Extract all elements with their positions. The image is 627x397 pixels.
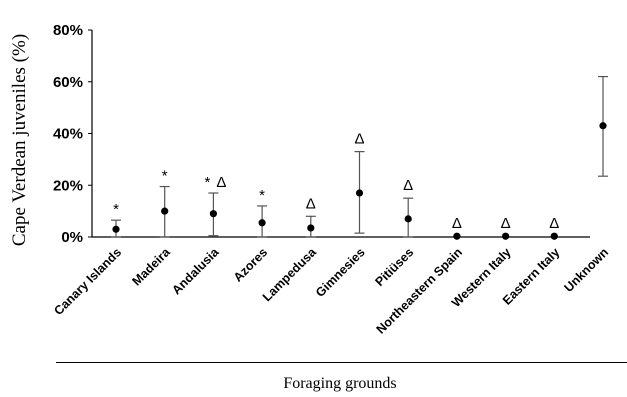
y-tick-label: 40% xyxy=(53,126,83,143)
significance-star: * xyxy=(113,201,119,218)
data-point xyxy=(453,232,461,240)
x-category-label: Lampedusa xyxy=(260,244,320,304)
data-point xyxy=(307,224,315,232)
data-point xyxy=(404,215,412,223)
error-bars xyxy=(111,75,608,238)
y-tick-label: 80% xyxy=(53,22,83,39)
x-category-label: Unknown xyxy=(561,245,611,295)
y-tick-label: 20% xyxy=(53,177,83,194)
data-point xyxy=(258,219,266,227)
x-category-label: Gimnesies xyxy=(313,245,368,300)
data-point xyxy=(161,207,169,215)
significance-star: * xyxy=(204,174,210,191)
significance-star: * xyxy=(259,187,265,204)
data-point xyxy=(355,189,364,197)
significance-triangle: Δ xyxy=(216,174,226,191)
significance-triangle: Δ xyxy=(354,131,364,148)
x-category-label: Northeastern Spain xyxy=(374,245,465,336)
data-points xyxy=(112,122,607,240)
data-point xyxy=(550,232,558,240)
axes xyxy=(91,30,590,238)
significance-triangle: Δ xyxy=(452,215,462,232)
x-category-label: Madeira xyxy=(130,244,174,288)
y-tick-label: 0% xyxy=(61,229,83,246)
x-category-label: Canary Islands xyxy=(51,245,124,318)
significance-triangle: Δ xyxy=(549,215,559,232)
data-point xyxy=(599,122,607,130)
y-tick-label: 60% xyxy=(53,74,83,91)
x-category-label: Azores xyxy=(231,245,270,284)
data-point xyxy=(502,232,510,240)
x-category-label: Pitiüses xyxy=(373,245,417,289)
y-ticks: 0% 20% 40% 60% 80% xyxy=(53,22,92,246)
significance-markers: * * * Δ * Δ Δ Δ Δ Δ Δ xyxy=(113,131,559,233)
x-category-label: Andalusia xyxy=(169,244,222,297)
x-axis-title: Foraging grounds xyxy=(283,375,396,392)
significance-triangle: Δ xyxy=(306,195,316,212)
significance-triangle: Δ xyxy=(501,215,511,232)
significance-star: * xyxy=(162,168,168,185)
data-point xyxy=(112,225,120,233)
y-axis-title: Cape Verdean juveniles (%) xyxy=(9,34,30,246)
data-point xyxy=(209,210,217,218)
significance-triangle: Δ xyxy=(403,177,413,194)
